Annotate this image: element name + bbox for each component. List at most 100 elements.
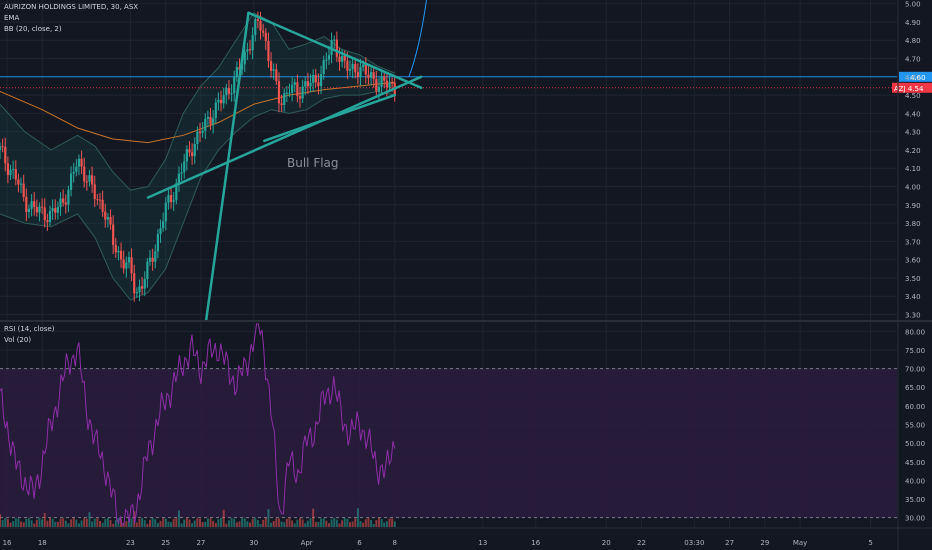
candle-body [280, 103, 283, 106]
volume-bar [162, 518, 165, 527]
candle-body [243, 51, 246, 65]
symbol-title[interactable]: AURIZON HOLDINGS LIMITED, 30, ASX [4, 3, 139, 11]
volume-bar [199, 518, 202, 527]
candle-body [162, 221, 165, 229]
candle-body [51, 208, 54, 212]
volume-bar [317, 521, 320, 527]
candle-body [362, 64, 365, 68]
candle-body [101, 199, 104, 212]
candle-body [230, 93, 233, 95]
ema-indicator-label[interactable]: EMA [4, 14, 20, 22]
candle-body [188, 149, 191, 153]
volume-bar [27, 518, 30, 527]
price-tick-label: 4.10 [905, 165, 921, 173]
volume-bar [156, 522, 159, 527]
candle-body [191, 152, 194, 157]
volume-bar [256, 520, 259, 527]
candle-body [88, 175, 91, 182]
rsi-legend: RSI (14, close) Vol (20) [4, 324, 54, 346]
price-tick-label: 4.00 [905, 184, 921, 192]
candle-body [391, 82, 394, 84]
volume-bar [146, 523, 149, 527]
volume-bar [393, 521, 396, 527]
candle-body [172, 200, 175, 202]
volume-bar [185, 518, 188, 527]
candle-body [72, 171, 75, 174]
candle-body [77, 158, 81, 167]
candle-body [22, 183, 25, 197]
volume-bar [388, 518, 391, 527]
candle-body [56, 207, 59, 213]
volume-bar [141, 518, 144, 527]
candle-body [167, 195, 170, 203]
volume-bar [135, 522, 138, 527]
candle-body [146, 261, 149, 280]
candle-body [93, 184, 96, 200]
rsi-zone-fill [0, 368, 897, 518]
candle-body [291, 84, 294, 93]
bb-indicator-label[interactable]: BB (20, close, 2) [4, 25, 62, 33]
bull-flag-annotation[interactable]: Bull Flag [287, 156, 339, 170]
candle-body [351, 63, 354, 70]
volume-bar [17, 518, 20, 527]
volume-bar [77, 523, 80, 527]
bb-lower-line [0, 90, 395, 301]
volume-bar [220, 518, 223, 527]
candle-body [383, 76, 386, 81]
volume-bar [9, 522, 12, 527]
volume-bar [80, 520, 83, 527]
trendlines[interactable] [146, 0, 427, 322]
volume-indicator-label[interactable]: Vol (20) [4, 336, 32, 344]
time-tick-label: Apr [301, 539, 313, 547]
volume-bar [346, 518, 349, 527]
level-price-label: 4.60 [910, 74, 926, 82]
volume-bar [170, 522, 173, 527]
price-tick-label: 3.50 [905, 275, 921, 283]
volume-bar [272, 521, 275, 527]
rsi-indicator-label[interactable]: RSI (14, close) [4, 325, 55, 333]
candle-body [385, 80, 388, 88]
volume-bar [267, 509, 270, 527]
volume-bar [243, 518, 246, 527]
rsi-tick-label: 40.00 [905, 477, 925, 485]
volume-bar [375, 520, 378, 527]
volume-bar [251, 519, 254, 527]
volume-bar [38, 518, 41, 527]
volume-bar [101, 522, 104, 527]
candle-body [4, 146, 7, 164]
candle-body [141, 286, 144, 289]
candle-body [0, 146, 2, 150]
volume-bar [6, 519, 9, 527]
candle-body [225, 88, 228, 96]
volume-bar [56, 521, 59, 527]
volume-bar [283, 522, 286, 527]
candle-body [135, 292, 138, 294]
rsi-band [0, 368, 897, 519]
candle-body [259, 20, 262, 31]
candle-body [227, 88, 231, 94]
volume-bar [106, 518, 109, 527]
volume-bar [354, 518, 357, 527]
candle-body [209, 116, 212, 125]
candle-body [356, 72, 360, 77]
time-tick-label: 03:30 [684, 539, 704, 547]
candle-body [183, 161, 186, 173]
time-tick-label: 25 [161, 539, 170, 547]
trendline [263, 93, 397, 143]
candle-body [369, 72, 373, 78]
volume-bar [254, 518, 257, 527]
candle-body [33, 201, 36, 208]
volume-bar [275, 518, 278, 527]
candle-body [314, 74, 317, 83]
candle-body [185, 149, 188, 162]
candle-body [377, 86, 381, 92]
candle-body [325, 59, 328, 61]
candle-body [133, 273, 136, 294]
candle-body [12, 169, 15, 171]
volume-bar [288, 518, 291, 527]
candle-body [235, 67, 238, 77]
candle-body [388, 82, 391, 88]
candle-body [125, 262, 128, 269]
volume-bar [293, 523, 296, 527]
